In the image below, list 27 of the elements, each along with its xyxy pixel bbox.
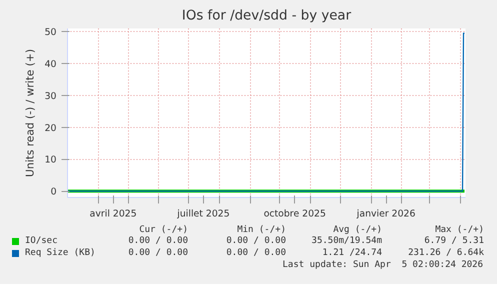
chart-title: IOs for /dev/sdd - by year bbox=[182, 8, 352, 24]
legend-label: Req Size (KB) bbox=[25, 247, 96, 260]
y-tick-label: 40 bbox=[44, 59, 57, 70]
y-tick-label: 30 bbox=[44, 90, 57, 102]
text: 35.50m/19.54m bbox=[310, 235, 382, 248]
text: 0.00 / 0.00 bbox=[225, 235, 286, 248]
x-tick-label: avril 2025 bbox=[90, 208, 137, 220]
legend-label: IO/sec bbox=[25, 235, 58, 248]
x-tick-label: juillet 2025 bbox=[176, 208, 230, 220]
text: Max (-/+) bbox=[434, 224, 484, 236]
x-tick-label: janvier 2026 bbox=[356, 208, 416, 220]
text: Avg (-/+) bbox=[332, 224, 382, 236]
text: 0.00 / 0.00 bbox=[127, 247, 188, 260]
text: Last update: Sun Apr 5 02:00:24 2026 bbox=[282, 259, 483, 272]
text: 1.21 /24.74 bbox=[321, 247, 382, 260]
y-tick-label: 0 bbox=[50, 186, 57, 198]
text: 6.79 / 5.31 bbox=[423, 235, 484, 248]
y-tick-label: 50 bbox=[44, 27, 57, 38]
text: Min (-/+) bbox=[236, 224, 286, 236]
y-tick-label: 10 bbox=[44, 154, 57, 166]
text: 0.00 / 0.00 bbox=[127, 235, 188, 248]
y-axis-title: Units read (-) / write (+) bbox=[24, 49, 37, 177]
text: 0.00 / 0.00 bbox=[225, 247, 286, 260]
text: Cur (-/+) bbox=[138, 224, 188, 236]
y-tick-label: 20 bbox=[44, 122, 57, 134]
text: 231.26 / 6.64k bbox=[407, 247, 484, 260]
x-tick-label: octobre 2025 bbox=[264, 208, 326, 220]
